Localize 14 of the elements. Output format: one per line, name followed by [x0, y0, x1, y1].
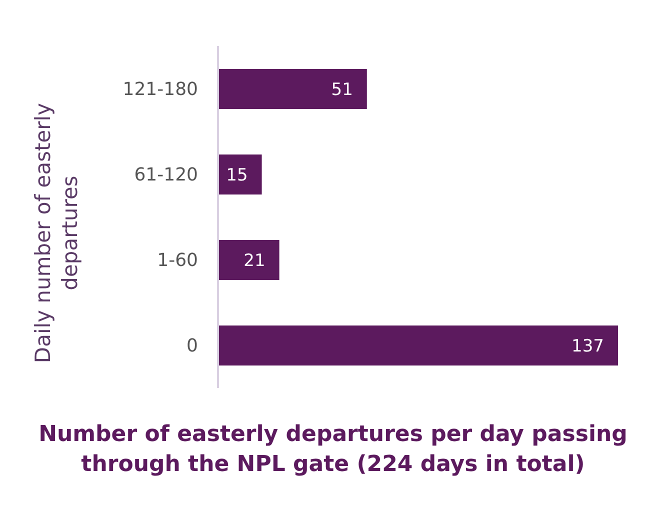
bar: [218, 326, 618, 366]
bar: [218, 154, 262, 194]
bar: [218, 69, 367, 109]
y-axis-title: Daily number of easterly departures: [30, 102, 83, 366]
y-tick-label: 1-60: [157, 250, 198, 272]
data-label: 21: [244, 251, 266, 272]
bar: [218, 240, 280, 280]
data-label: 15: [226, 166, 248, 186]
y-tick-label: 121-180: [122, 79, 198, 100]
y-tick-label: 61-120: [134, 164, 198, 186]
data-label: 137: [572, 336, 604, 357]
y-tick-label: 0: [186, 336, 198, 357]
data-label: 51: [331, 80, 353, 100]
text: Number of easterly departures per day passing through the NPL gate (224 days in total): [38, 421, 628, 479]
